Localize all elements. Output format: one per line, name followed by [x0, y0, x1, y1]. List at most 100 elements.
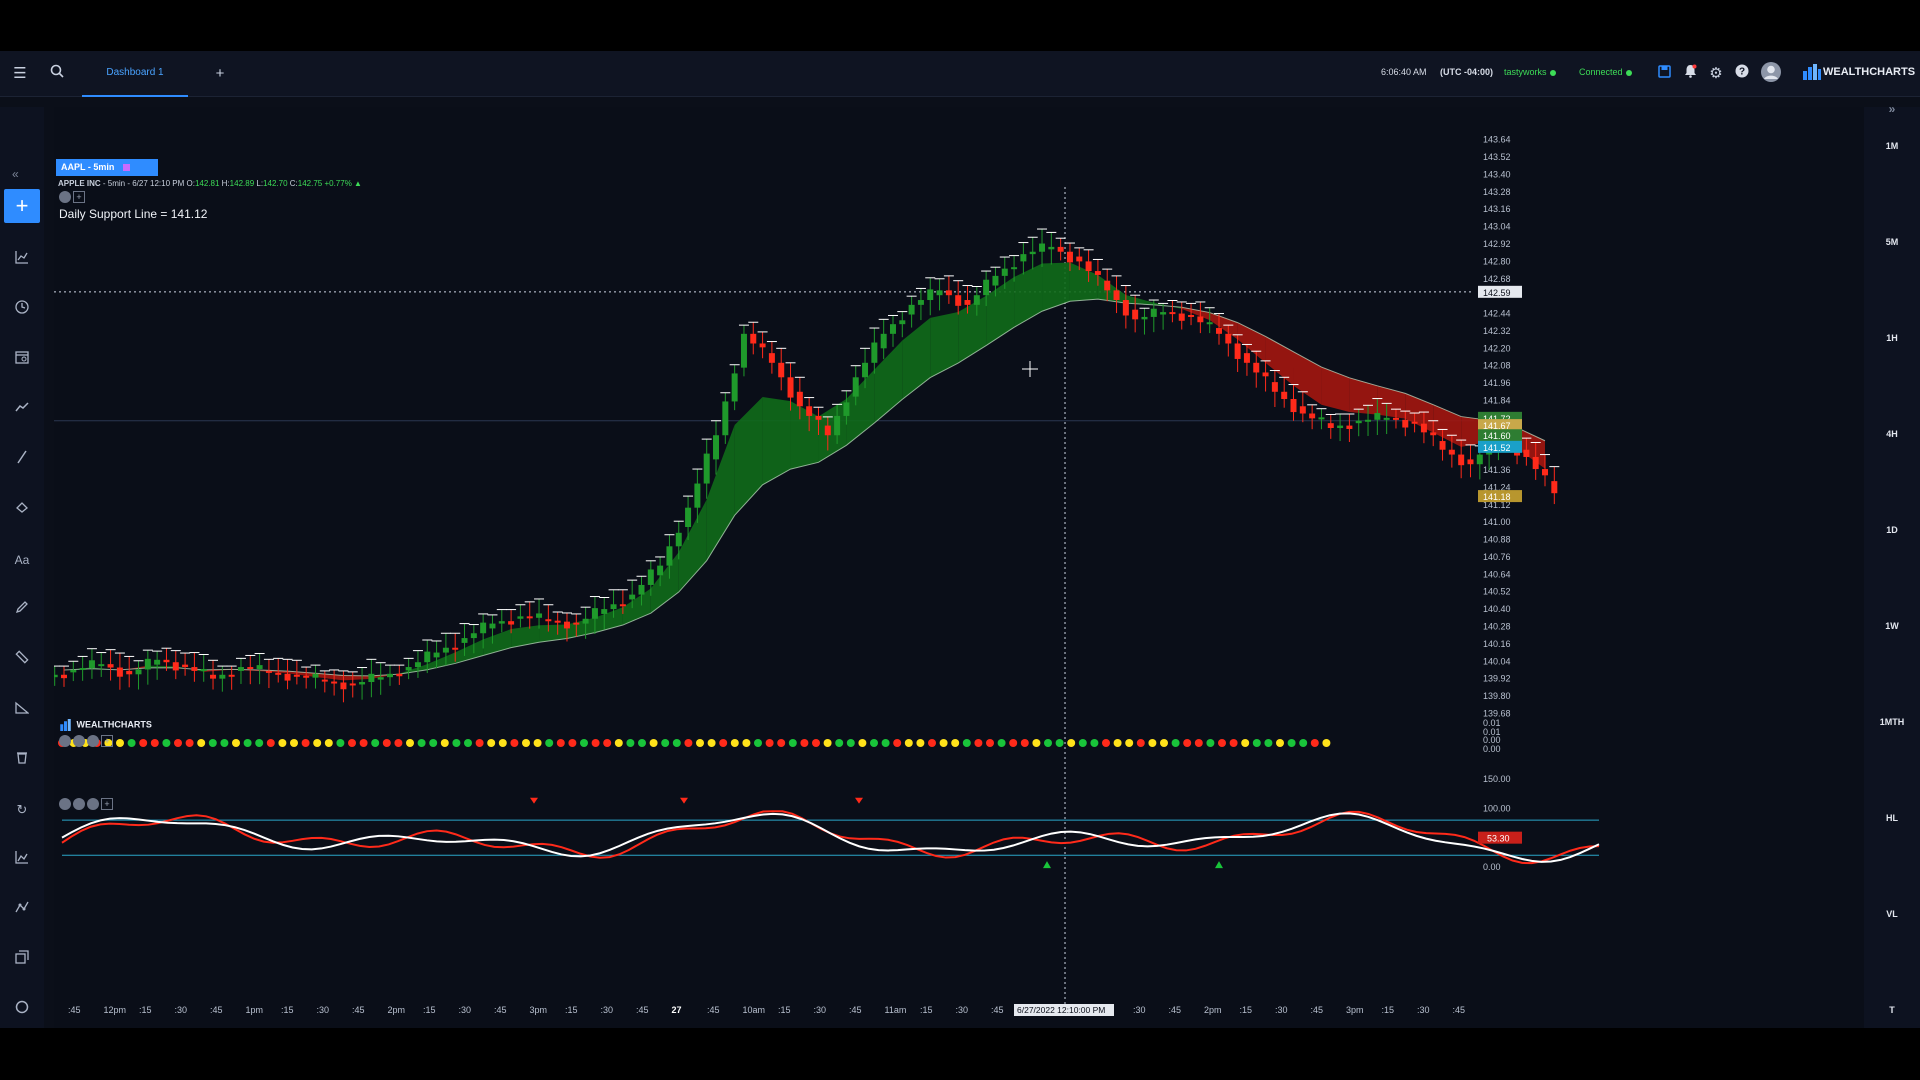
time-tick-label: :45	[636, 1005, 649, 1015]
indicator2-tick-label: 100.00	[1483, 803, 1511, 813]
signal-dot	[1218, 739, 1226, 747]
help-icon[interactable]: ?	[1732, 64, 1752, 84]
timeframe-1w[interactable]: 1W	[1885, 621, 1899, 631]
candle-body	[582, 618, 589, 624]
studies-icon[interactable]	[12, 900, 32, 920]
layers-icon[interactable]	[12, 950, 32, 970]
timeframe-5m[interactable]: 5M	[1885, 237, 1899, 247]
user-avatar[interactable]	[1760, 61, 1782, 83]
candle-body	[685, 507, 692, 527]
save-icon[interactable]	[1654, 64, 1674, 84]
signal-dot	[162, 739, 171, 747]
indicator2-collapse-icon[interactable]	[87, 798, 99, 810]
indicator2-settings-icon[interactable]	[73, 798, 85, 810]
candle-body	[359, 682, 366, 685]
broker-status[interactable]: tastyworks	[1504, 67, 1556, 77]
price-tick-label: 139.80	[1483, 691, 1511, 701]
collapse-right-icon[interactable]: »	[1888, 102, 1896, 116]
price-tick-label: 140.88	[1483, 535, 1511, 545]
signal-dot	[243, 739, 252, 747]
candle-body	[1290, 399, 1297, 413]
timeframe-1d[interactable]: 1D	[1886, 525, 1898, 535]
candle-body	[638, 584, 645, 595]
timeframe-1m[interactable]: 1M	[1885, 141, 1899, 151]
low-value: 142.70	[263, 179, 288, 188]
ma-cloud-segment	[706, 424, 735, 561]
indicator1-settings-icon[interactable]	[73, 735, 85, 747]
timeframe-4h[interactable]: 4H	[1886, 429, 1898, 439]
trash-icon[interactable]	[12, 750, 32, 770]
timeframe-vl[interactable]: VL	[1886, 909, 1898, 919]
up-arrow-icon: ▲	[354, 179, 362, 188]
tab-dashboard-1[interactable]: Dashboard 1	[82, 51, 188, 97]
menu-icon[interactable]: ☰	[13, 65, 27, 82]
indicator2-tick-label: 0.00	[1483, 862, 1501, 872]
candle-body	[98, 664, 105, 667]
candle-body	[1160, 312, 1167, 315]
time-tick-label: :15	[1382, 1005, 1395, 1015]
timeframe-1mth[interactable]: 1MTH	[1879, 717, 1905, 727]
brand-logo: WEALTHCHARTS	[1803, 64, 1915, 80]
symbol-tab[interactable]: AAPL - 5min	[56, 159, 158, 176]
indicator1-add-icon[interactable]: +	[101, 735, 113, 747]
time-tick-label: :30	[175, 1005, 188, 1015]
refresh-icon[interactable]: ↻	[16, 802, 28, 817]
ma-cloud-segment	[986, 277, 1015, 346]
time-tick-label: :45	[210, 1005, 223, 1015]
signal-dot	[104, 739, 113, 747]
timezone[interactable]: (UTC -04:00)	[1440, 67, 1494, 77]
time-tick-label: 12pm	[104, 1005, 127, 1015]
timeframe-t[interactable]: T	[1889, 1005, 1895, 1015]
timeframe-1h[interactable]: 1H	[1886, 333, 1898, 343]
symbol-color-icon	[122, 164, 130, 172]
candle-body	[1430, 432, 1437, 436]
collapse-left-icon[interactable]: «	[12, 167, 19, 181]
timeframe-hl[interactable]: HL	[1886, 813, 1898, 823]
shapes-icon[interactable]	[12, 500, 32, 520]
candle-body	[880, 333, 887, 349]
candle-body	[1169, 312, 1176, 315]
ruler-icon[interactable]	[12, 650, 32, 670]
indicator2-toggle-icon[interactable]	[59, 798, 71, 810]
line-chart-icon[interactable]	[12, 850, 32, 870]
measure-icon[interactable]	[12, 700, 32, 720]
candle-body	[1215, 328, 1222, 334]
signal-dot	[881, 739, 890, 747]
calendar-icon[interactable]	[12, 350, 32, 370]
crosshair-price-tag	[1478, 285, 1522, 298]
candle-body	[144, 658, 151, 670]
sell-arrow-icon	[855, 797, 863, 804]
trend-icon[interactable]	[12, 400, 32, 420]
ma-cloud-segment	[1433, 404, 1462, 447]
indicators-icon[interactable]	[12, 250, 32, 270]
text-tool-icon[interactable]: Aa	[14, 553, 30, 567]
add-tab-icon[interactable]: +	[215, 65, 225, 82]
bell-icon[interactable]	[1680, 64, 1700, 84]
time-tick-label: :30	[1133, 1005, 1146, 1015]
chart-area[interactable]: 143.64 143.52 143.40 143.28 143.16 143.04 142.…	[54, 107, 1864, 1028]
candle-body	[1476, 454, 1483, 465]
clock-icon[interactable]	[12, 300, 32, 320]
indicator2-add-icon[interactable]: +	[101, 798, 113, 810]
indicator1-collapse-icon[interactable]	[87, 735, 99, 747]
add-indicator-button[interactable]: +	[4, 189, 40, 223]
search-icon[interactable]	[47, 64, 67, 84]
price-chart-svg[interactable]: 143.64 143.52 143.40 143.28 143.16 143.04 142.…	[54, 107, 1864, 1028]
settings-circle-icon[interactable]	[12, 1000, 32, 1020]
price-tag-tag_b	[1478, 419, 1522, 432]
indicator1-toggle-icon[interactable]	[59, 735, 71, 747]
indicator1-tick-label: 0.00	[1483, 744, 1501, 754]
pencil-icon[interactable]	[12, 600, 32, 620]
visibility-toggle-icon[interactable]	[59, 191, 71, 203]
signal-dot	[174, 739, 182, 747]
add-overlay-icon[interactable]: +	[73, 191, 85, 203]
signal-dot	[139, 739, 148, 747]
close-value: 142.75	[297, 179, 323, 188]
candle-body	[796, 391, 803, 407]
signal-dot	[1044, 739, 1052, 747]
time-tick-label: :15	[565, 1005, 578, 1015]
line-tool-icon[interactable]	[12, 450, 32, 470]
signal-dot	[765, 739, 774, 747]
symbol-interval: 5min	[107, 179, 126, 188]
gear-icon[interactable]: ⚙	[1709, 65, 1723, 82]
